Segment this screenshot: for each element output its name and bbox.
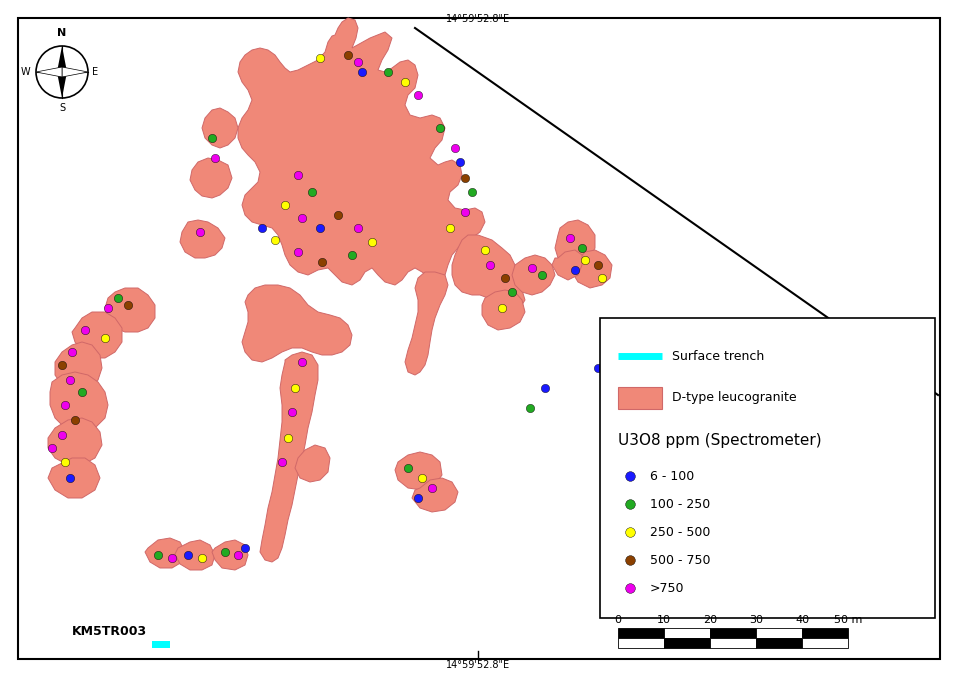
- Polygon shape: [212, 540, 248, 570]
- Bar: [664, 638, 710, 648]
- Polygon shape: [175, 540, 215, 570]
- Polygon shape: [405, 272, 448, 375]
- Polygon shape: [260, 352, 318, 562]
- Polygon shape: [55, 342, 102, 390]
- Bar: [152, 641, 170, 648]
- Polygon shape: [48, 418, 102, 465]
- Circle shape: [36, 46, 88, 98]
- Text: D-type leucogranite: D-type leucogranite: [672, 391, 797, 404]
- Polygon shape: [572, 250, 612, 288]
- Polygon shape: [238, 18, 485, 285]
- Text: Surface trench: Surface trench: [672, 349, 764, 362]
- Polygon shape: [105, 288, 155, 332]
- Text: S: S: [59, 103, 65, 113]
- Polygon shape: [145, 538, 185, 568]
- Polygon shape: [50, 372, 108, 432]
- Text: 10: 10: [657, 615, 671, 625]
- Polygon shape: [57, 46, 67, 72]
- Bar: [756, 638, 802, 648]
- Polygon shape: [180, 220, 225, 258]
- Bar: [664, 628, 710, 638]
- Bar: [710, 628, 756, 638]
- Text: 30: 30: [749, 615, 763, 625]
- Text: 20: 20: [703, 615, 717, 625]
- Bar: [710, 638, 756, 648]
- Text: N: N: [58, 28, 66, 38]
- Text: 100 - 250: 100 - 250: [650, 498, 710, 510]
- Polygon shape: [482, 290, 525, 330]
- Bar: [618, 387, 662, 409]
- Bar: [756, 628, 802, 638]
- Polygon shape: [190, 158, 232, 198]
- Polygon shape: [395, 452, 442, 490]
- Bar: [802, 628, 848, 638]
- Text: 50 m: 50 m: [834, 615, 862, 625]
- Polygon shape: [552, 250, 582, 280]
- Bar: [618, 628, 664, 638]
- Polygon shape: [412, 478, 458, 512]
- Text: 14°59'52.8"E: 14°59'52.8"E: [446, 660, 510, 670]
- Polygon shape: [555, 220, 595, 265]
- Polygon shape: [48, 458, 100, 498]
- Text: 40: 40: [795, 615, 809, 625]
- Bar: [600, 318, 935, 618]
- Polygon shape: [202, 108, 238, 148]
- Text: KM5TR003: KM5TR003: [72, 625, 147, 638]
- Text: W: W: [20, 67, 30, 77]
- Text: U3O8 ppm (Spectrometer): U3O8 ppm (Spectrometer): [618, 433, 822, 447]
- Text: 250 - 500: 250 - 500: [650, 525, 710, 538]
- Polygon shape: [62, 67, 88, 77]
- Bar: [618, 638, 664, 648]
- Text: 6 - 100: 6 - 100: [650, 470, 694, 483]
- Polygon shape: [36, 67, 62, 77]
- Polygon shape: [512, 255, 555, 295]
- Text: >750: >750: [650, 582, 684, 594]
- Text: 500 - 750: 500 - 750: [650, 554, 710, 567]
- Bar: [802, 638, 848, 648]
- Polygon shape: [57, 72, 67, 98]
- Polygon shape: [242, 285, 352, 362]
- Polygon shape: [295, 445, 330, 482]
- Polygon shape: [452, 235, 525, 312]
- Text: 14°59'52.8"E: 14°59'52.8"E: [446, 14, 510, 24]
- Text: E: E: [92, 67, 98, 77]
- Polygon shape: [72, 312, 122, 358]
- Text: 0: 0: [614, 615, 621, 625]
